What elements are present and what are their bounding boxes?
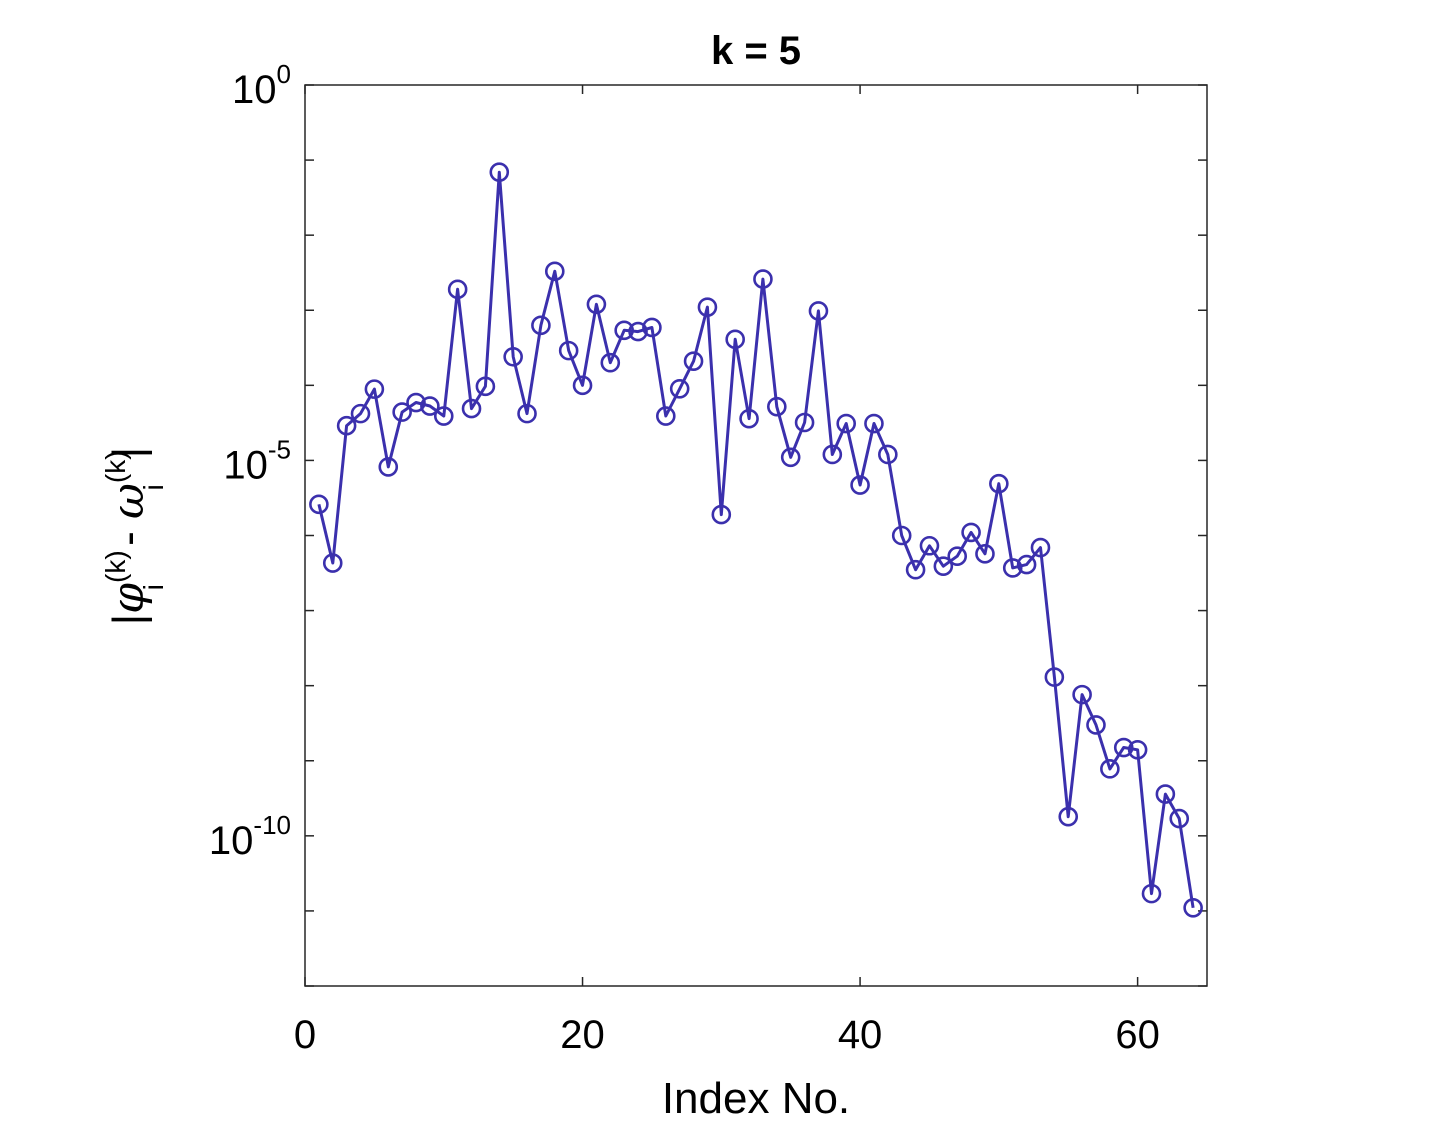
data-point	[586, 294, 607, 315]
y-axis-label: |φ(k)i - ω(k)i|	[100, 447, 169, 625]
data-point	[878, 444, 898, 465]
data-point	[655, 406, 676, 426]
data-point	[669, 378, 690, 399]
y-label-minus: -	[104, 519, 153, 558]
data-point	[1183, 898, 1203, 918]
data-point	[433, 406, 454, 426]
data-point	[725, 329, 745, 350]
data-point	[392, 402, 412, 422]
data-point	[919, 535, 940, 556]
data-point	[905, 559, 926, 580]
data-point	[711, 504, 732, 525]
data-point	[989, 473, 1009, 494]
data-point	[1169, 808, 1190, 829]
data-point	[350, 403, 371, 424]
y-label-phi: φ	[103, 583, 154, 614]
data-point	[475, 376, 496, 397]
data-point	[558, 340, 579, 361]
data-point	[322, 553, 343, 573]
data-series	[309, 162, 1203, 918]
axis-ticks	[304, 84, 1207, 987]
y-label-omega: ω	[103, 483, 154, 519]
x-tick-label: 0	[294, 1013, 316, 1057]
data-point	[683, 351, 704, 371]
y-label-phi-sup: (k)	[100, 550, 131, 583]
y-tick-label: 10-5	[223, 434, 291, 487]
data-point	[309, 494, 329, 515]
data-point	[1016, 554, 1037, 575]
x-tick-label: 40	[838, 1013, 883, 1057]
data-point	[947, 546, 968, 567]
data-point	[891, 525, 912, 546]
y-label-close-bar: |	[104, 447, 153, 458]
data-point	[1141, 883, 1162, 904]
data-point	[1072, 684, 1092, 705]
data-point	[1155, 784, 1176, 804]
data-point	[780, 447, 801, 468]
data-point	[697, 297, 718, 317]
y-label-open-bar: |	[104, 614, 153, 625]
data-point	[364, 379, 385, 399]
svg-text:|φ(k)i - ω(k)i|: |φ(k)i - ω(k)i|	[100, 447, 169, 625]
data-point	[933, 556, 954, 577]
data-point	[628, 321, 648, 342]
x-tick-label: 60	[1115, 1013, 1160, 1057]
data-point	[614, 320, 634, 341]
data-point	[808, 301, 829, 321]
series-line	[317, 170, 1195, 909]
data-point	[642, 317, 662, 338]
y-label-phi-sub: i	[138, 584, 169, 590]
x-axis-label: Index No.	[662, 1074, 850, 1123]
y-label-omega-sup: (k)	[100, 450, 131, 483]
data-point	[1086, 715, 1106, 735]
plot-area-frame	[304, 84, 1208, 987]
data-point	[1002, 558, 1023, 578]
data-point	[336, 415, 357, 436]
data-point	[1044, 667, 1065, 687]
data-point	[836, 413, 857, 434]
data-point	[406, 392, 426, 413]
x-tick-label: 20	[560, 1013, 605, 1057]
data-point	[378, 457, 399, 477]
data-point	[850, 475, 870, 495]
data-point	[1127, 739, 1148, 760]
data-point	[767, 396, 787, 417]
data-point	[753, 269, 773, 289]
data-point	[864, 413, 884, 434]
data-point	[503, 346, 523, 367]
data-point	[544, 261, 565, 282]
y-tick-label: 10-10	[209, 810, 291, 863]
data-point	[1113, 737, 1134, 758]
data-point	[600, 352, 621, 373]
data-point	[420, 396, 440, 416]
data-point	[961, 522, 981, 543]
data-point	[1058, 806, 1079, 827]
chart-title: k = 5	[711, 29, 801, 73]
data-point	[1100, 759, 1120, 779]
data-point	[461, 398, 482, 419]
data-point	[531, 315, 551, 336]
data-point	[1030, 537, 1051, 558]
y-label-omega-sub: i	[138, 484, 169, 490]
data-point	[517, 403, 537, 424]
data-point	[739, 408, 759, 429]
data-point	[794, 412, 815, 433]
data-point	[822, 444, 843, 465]
data-point	[489, 162, 510, 182]
data-point	[572, 375, 593, 396]
data-point	[975, 544, 995, 564]
data-point	[447, 279, 468, 300]
y-tick-label: 100	[232, 59, 291, 112]
axis-tick-labels: 0 20 40 60 100 10-5 10-10	[209, 59, 1160, 1057]
